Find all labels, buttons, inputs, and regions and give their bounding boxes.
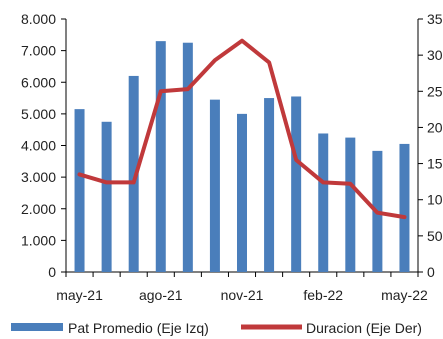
bar-may-22 <box>399 143 410 272</box>
left-tick-label: 8.000 <box>21 11 56 27</box>
left-y-axis: 0 1.000 2.000 3.000 4.000 5.000 6.000 7.000 8.00… <box>21 11 67 280</box>
bar-sep-21 <box>182 42 193 272</box>
legend-label-pat-promedio: Pat Promedio (Eje Izq) <box>68 320 209 336</box>
left-tick-label: 5.000 <box>21 106 56 122</box>
bar-ago-21 <box>155 41 166 273</box>
bar-series-pat-promedio <box>74 41 410 273</box>
legend: Pat Promedio (Eje Izq) Duracion (Eje Der… <box>11 320 422 336</box>
left-tick-label: 4.000 <box>21 138 56 154</box>
right-tick-label: 0 <box>427 264 435 280</box>
bar-nov-21 <box>237 113 247 272</box>
bar-mar-22 <box>345 137 356 272</box>
bar-jun-21 <box>101 121 112 272</box>
line-series-duracion <box>77 38 407 220</box>
right-tick-label: 200 <box>427 119 443 135</box>
x-tick-label: may-21 <box>56 287 103 303</box>
bar-dic-21 <box>264 98 275 272</box>
right-tick-label: 150 <box>427 156 443 172</box>
x-axis: may-21 ago-21 nov-21 feb-22 may-22 <box>56 271 428 303</box>
x-tick-label: may-22 <box>381 287 428 303</box>
legend-swatch-pat-promedio <box>11 323 63 331</box>
right-tick-label: 50 <box>427 228 443 244</box>
left-tick-label: 1.000 <box>21 232 56 248</box>
left-tick-label: 2.000 <box>21 201 56 217</box>
bar-jul-21 <box>128 75 139 272</box>
legend-label-duracion: Duracion (Eje Der) <box>306 320 422 336</box>
left-tick-label: 6.000 <box>21 74 56 90</box>
bar-ene-22 <box>291 96 302 272</box>
bar-may-21 <box>74 109 85 272</box>
bar-feb-22 <box>318 133 329 272</box>
bar-oct-21 <box>209 99 220 272</box>
right-tick-label: 300 <box>427 47 443 63</box>
right-tick-label: 250 <box>427 83 443 99</box>
x-tick-label: nov-21 <box>221 287 264 303</box>
left-tick-label: 3.000 <box>21 169 56 185</box>
left-tick-label: 0 <box>48 264 56 280</box>
right-tick-label: 100 <box>427 192 443 208</box>
right-y-axis: 0 50 100 150 200 250 300 350 <box>417 11 443 280</box>
x-tick-label: ago-21 <box>139 287 183 303</box>
left-tick-label: 7.000 <box>21 43 56 59</box>
x-tick-label: feb-22 <box>303 287 343 303</box>
right-tick-label: 350 <box>427 11 443 27</box>
